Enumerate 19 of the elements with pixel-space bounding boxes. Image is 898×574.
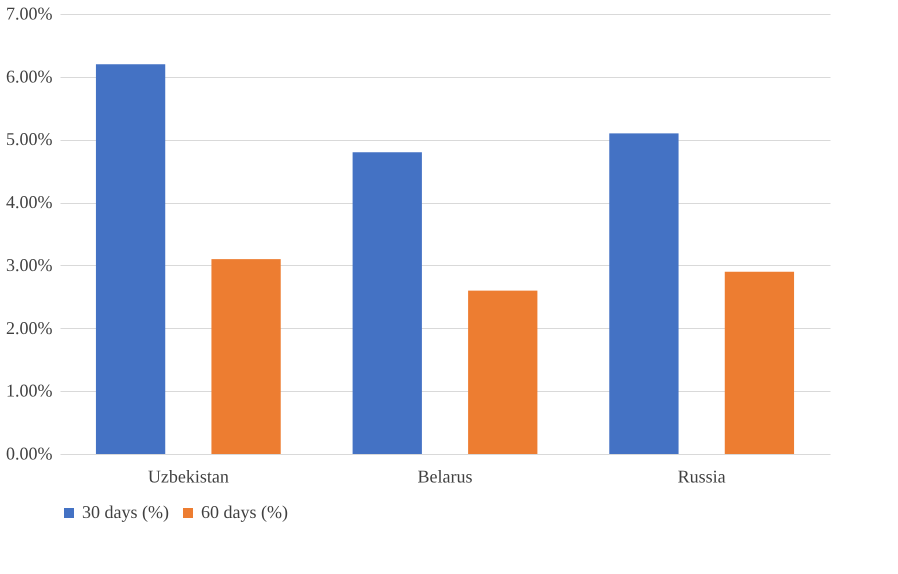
legend-label: 30 days (%) <box>82 502 169 522</box>
y-tick-label: 7.00% <box>6 4 52 24</box>
legend-label: 60 days (%) <box>201 502 288 522</box>
bar <box>211 259 281 454</box>
y-tick-label: 4.00% <box>6 192 52 212</box>
y-tick-label: 0.00% <box>6 444 52 464</box>
y-tick-label: 6.00% <box>6 66 52 86</box>
x-tick-label: Uzbekistan <box>148 466 229 486</box>
y-tick-label: 3.00% <box>6 254 52 275</box>
bar <box>609 133 679 454</box>
bar <box>352 152 422 454</box>
bar <box>96 64 166 454</box>
bar <box>468 290 538 454</box>
x-tick-label: Belarus <box>418 466 472 486</box>
y-tick-label: 2.00% <box>6 318 52 338</box>
x-tick-label: Russia <box>678 466 726 486</box>
y-tick-label: 1.00% <box>6 380 52 401</box>
bar <box>724 272 794 454</box>
y-tick-label: 5.00% <box>6 129 52 150</box>
